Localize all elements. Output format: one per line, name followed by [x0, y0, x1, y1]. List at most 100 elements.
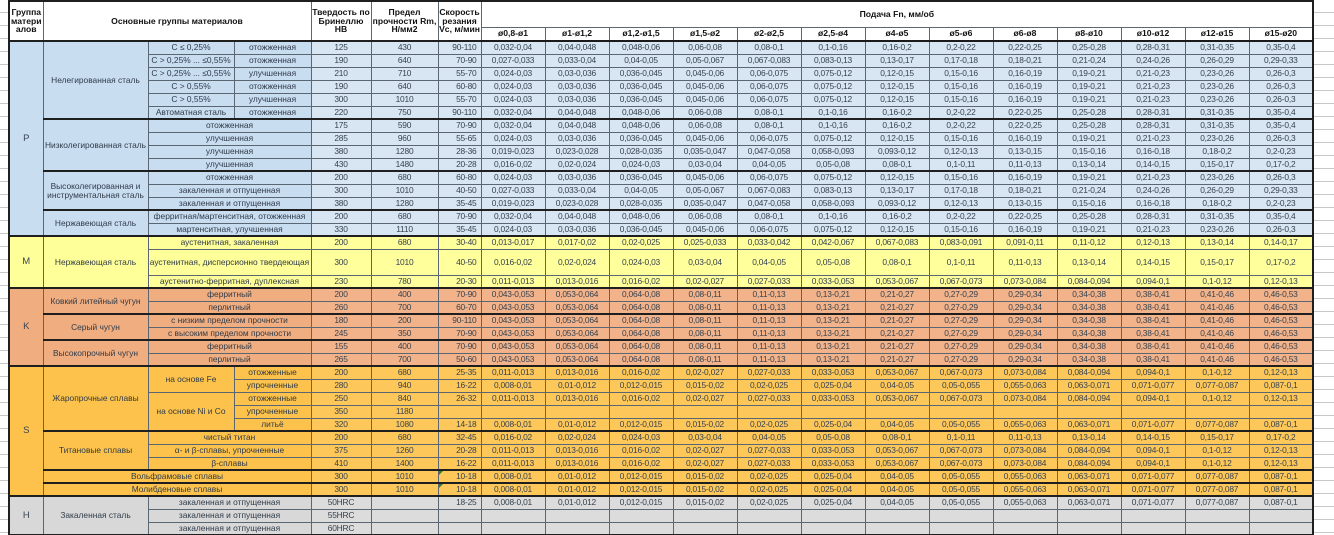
subgroup-cell[interactable]: на основе Fe [147, 365, 235, 393]
feed-cell[interactable] [992, 521, 1058, 535]
feed-cell[interactable]: 0,21-0,24 [1056, 183, 1122, 198]
feed-cell[interactable]: 0,26-0,3 [1248, 92, 1314, 107]
feed-cell[interactable]: 0,08-0,11 [672, 339, 738, 354]
feed-cell[interactable]: 0,13-0,14 [1184, 235, 1250, 250]
feed-cell[interactable]: 0,12-0,15 [864, 66, 930, 81]
feed-cell[interactable]: 0,08-0,1 [736, 40, 802, 55]
feed-cell[interactable]: 0,08-0,1 [736, 105, 802, 120]
feed-cell[interactable] [1120, 404, 1186, 419]
speed-cell[interactable]: 20-28 [437, 157, 482, 172]
feed-cell[interactable] [608, 508, 674, 523]
speed-cell[interactable]: 55-70 [437, 92, 482, 107]
feed-cell[interactable]: 0,02-0,027 [672, 443, 738, 458]
feed-cell[interactable]: 0,23-0,26 [1184, 131, 1250, 146]
condition-cell[interactable]: отожженная [233, 105, 312, 120]
feed-cell[interactable]: 0,067-0,073 [928, 391, 994, 406]
feed-cell[interactable]: 0,047-0,058 [736, 144, 802, 159]
feed-cell[interactable] [928, 404, 994, 419]
feed-cell[interactable]: 0,16-0,19 [992, 222, 1058, 237]
condition-cell[interactable]: закаленная и отпущенная [147, 495, 312, 510]
feed-cell[interactable] [736, 508, 802, 523]
strength-cell[interactable]: 1010 [370, 482, 439, 497]
feed-diameter-header[interactable]: ø1,2-ø1,5 [608, 26, 674, 42]
feed-cell[interactable]: 0,071-0,077 [1120, 378, 1186, 393]
condition-cell[interactable]: отожженная [147, 118, 312, 133]
feed-cell[interactable] [544, 521, 610, 535]
speed-cell[interactable]: 18-25 [437, 495, 482, 510]
condition-cell[interactable]: закаленная и отпущенная [147, 508, 312, 523]
feed-cell[interactable]: 0,04-0,048 [544, 209, 610, 224]
feed-cell[interactable]: 0,04-0,05 [864, 469, 930, 484]
feed-cell[interactable]: 0,048-0,06 [608, 105, 674, 120]
feed-diameter-header[interactable]: ø5-ø6 [928, 26, 994, 42]
feed-cell[interactable]: 0,11-0,13 [992, 157, 1058, 172]
feed-cell[interactable]: 0,2-0,23 [1248, 144, 1314, 159]
feed-cell[interactable]: 0,053-0,064 [544, 287, 610, 302]
feed-cell[interactable]: 0,03-0,036 [544, 222, 610, 237]
feed-cell[interactable]: 0,008-0,01 [480, 469, 546, 484]
condition-cell[interactable]: улучшенная [147, 131, 312, 146]
speed-cell[interactable]: 70-90 [437, 118, 482, 133]
feed-cell[interactable]: 0,08-0,11 [672, 313, 738, 328]
feed-cell[interactable]: 0,34-0,38 [1056, 326, 1122, 341]
feed-cell[interactable]: 0,063-0,071 [1056, 469, 1122, 484]
hardness-cell[interactable]: 200 [310, 209, 372, 224]
feed-cell[interactable] [672, 521, 738, 535]
feed-cell[interactable]: 0,067-0,083 [864, 235, 930, 250]
feed-cell[interactable]: 0,03-0,036 [544, 131, 610, 146]
feed-cell[interactable]: 0,055-0,063 [992, 469, 1058, 484]
condition-cell[interactable]: упрочненные [233, 404, 312, 419]
feed-cell[interactable]: 0,1-0,16 [800, 209, 866, 224]
feed-cell[interactable]: 0,027-0,033 [480, 53, 546, 68]
speed-cell[interactable]: 60-80 [437, 170, 482, 185]
feed-cell[interactable]: 0,21-0,23 [1120, 79, 1186, 94]
speed-cell[interactable]: 40-50 [437, 248, 482, 276]
strength-cell[interactable]: 1110 [370, 222, 439, 237]
feed-cell[interactable]: 0,29-0,34 [992, 339, 1058, 354]
feed-diameter-header[interactable]: ø4-ø5 [864, 26, 930, 42]
feed-cell[interactable]: 0,087-0,1 [1248, 469, 1314, 484]
feed-cell[interactable]: 0,01-0,012 [544, 482, 610, 497]
feed-cell[interactable]: 0,14-0,17 [1248, 235, 1314, 250]
feed-cell[interactable]: 0,045-0,06 [672, 222, 738, 237]
feed-cell[interactable]: 0,11-0,13 [992, 248, 1058, 276]
feed-cell[interactable]: 0,35-0,4 [1248, 209, 1314, 224]
feed-cell[interactable]: 0,13-0,17 [864, 53, 930, 68]
feed-cell[interactable]: 0,02-0,025 [736, 482, 802, 497]
feed-cell[interactable]: 0,033-0,053 [800, 456, 866, 471]
feed-cell[interactable]: 0,05-0,08 [800, 157, 866, 172]
feed-cell[interactable]: 0,08-0,1 [864, 430, 930, 445]
strength-cell[interactable]: 750 [370, 105, 439, 120]
feed-cell[interactable] [736, 521, 802, 535]
feed-cell[interactable]: 0,12-0,15 [864, 92, 930, 107]
subgroup-cell[interactable]: C > 0,55% [147, 79, 235, 94]
feed-cell[interactable]: 0,043-0,053 [480, 300, 546, 315]
feed-cell[interactable]: 0,071-0,077 [1120, 469, 1186, 484]
feed-cell[interactable]: 0,043-0,053 [480, 287, 546, 302]
feed-cell[interactable]: 0,41-0,46 [1184, 313, 1250, 328]
feed-cell[interactable]: 0,23-0,26 [1184, 66, 1250, 81]
speed-cell[interactable] [437, 508, 482, 523]
feed-cell[interactable]: 0,087-0,1 [1248, 495, 1314, 510]
hardness-cell[interactable]: 300 [310, 482, 372, 497]
feed-cell[interactable]: 0,03-0,036 [544, 170, 610, 185]
feed-cell[interactable]: 0,17-0,2 [1248, 157, 1314, 172]
speed-cell[interactable]: 90-110 [437, 105, 482, 120]
feed-cell[interactable]: 0,38-0,41 [1120, 300, 1186, 315]
feed-cell[interactable]: 0,025-0,04 [800, 469, 866, 484]
feed-cell[interactable]: 0,02-0,027 [672, 365, 738, 380]
feed-cell[interactable]: 0,08-0,11 [672, 287, 738, 302]
feed-cell[interactable]: 0,013-0,016 [544, 443, 610, 458]
feed-cell[interactable]: 0,46-0,53 [1248, 313, 1314, 328]
feed-cell[interactable]: 0,15-0,16 [1056, 144, 1122, 159]
feed-cell[interactable]: 0,063-0,071 [1056, 482, 1122, 497]
condition-cell[interactable]: β-сплавы [147, 456, 312, 471]
feed-cell[interactable]: 0,19-0,21 [1056, 92, 1122, 107]
feed-cell[interactable]: 0,01-0,012 [544, 417, 610, 432]
feed-cell[interactable]: 0,04-0,05 [736, 430, 802, 445]
speed-cell[interactable]: 90-110 [437, 313, 482, 328]
feed-cell[interactable]: 0,11-0,13 [992, 430, 1058, 445]
header-main-material-groups[interactable]: Основные группы материалов [42, 0, 312, 42]
feed-cell[interactable] [864, 508, 930, 523]
hardness-cell[interactable]: 350 [310, 404, 372, 419]
